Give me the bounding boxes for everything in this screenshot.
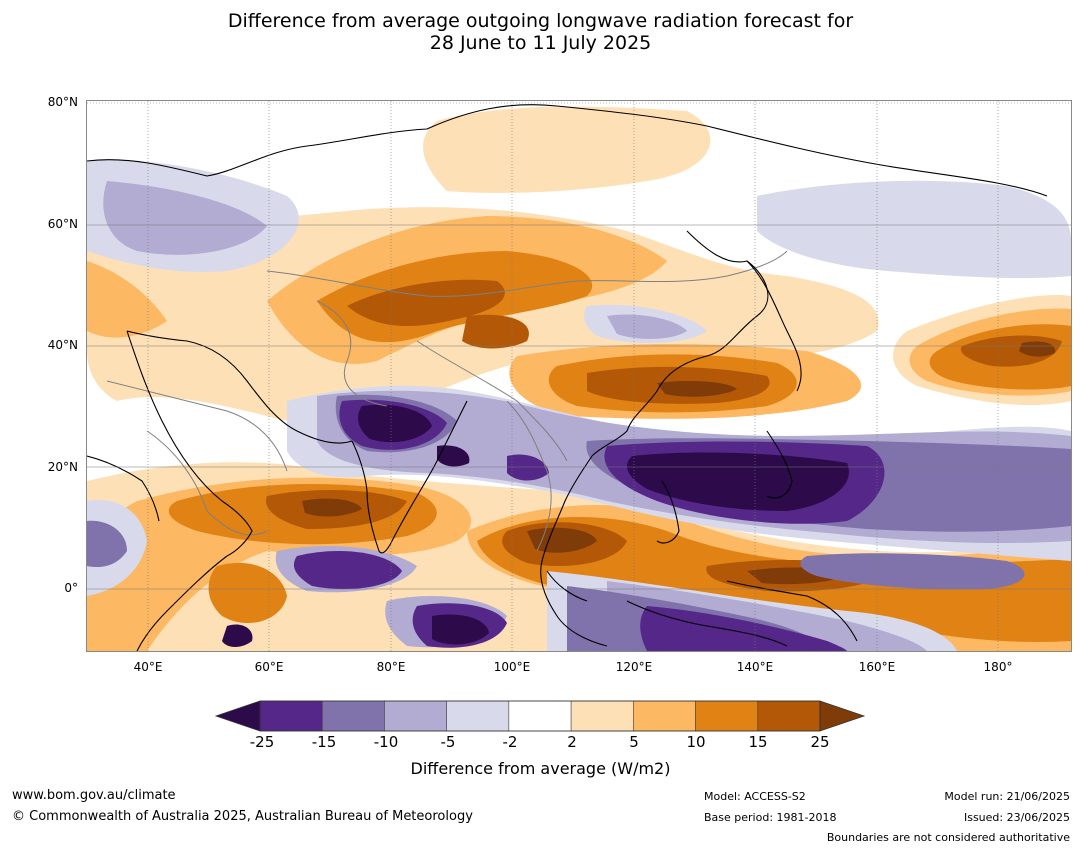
lat-label-60n: 60°N (47, 217, 78, 231)
colorbar-bin (757, 700, 821, 732)
colorbar-bin (508, 700, 572, 732)
cb-tick-minus-25: -25 (249, 733, 275, 751)
lon-label-60e: 60°E (254, 660, 284, 674)
lon-label-160e: 160°E (858, 660, 896, 674)
colorbar-segments (214, 700, 866, 732)
lon-label-180: 180° (983, 660, 1013, 674)
cb-tick-minus-10: -10 (373, 733, 399, 751)
colorbar-title: Difference from average (W/m2) (410, 759, 671, 778)
lat-label-20n: 20°N (47, 460, 78, 474)
model-name: Model: ACCESS-S2 (704, 790, 806, 803)
lon-label-40e: 40°E (133, 660, 163, 674)
colorbar-bin (446, 700, 510, 732)
map-title: Difference from average outgoing longwav… (0, 10, 1081, 54)
lat-label-40n: 40°N (47, 338, 78, 352)
cb-tick-25: 25 (810, 733, 830, 751)
colorbar-extend-low (214, 700, 261, 732)
lon-label-100e: 100°E (493, 660, 531, 674)
coastlines (87, 104, 1048, 651)
cb-tick-15: 15 (748, 733, 768, 751)
lat-label-80n: 80°N (47, 95, 78, 109)
colorbar-bin (384, 700, 447, 732)
title-line-2: 28 June to 11 July 2025 (429, 32, 652, 54)
colorbar-extend-high (819, 700, 866, 732)
lon-label-140e: 140°E (736, 660, 774, 674)
colorbar-bin (321, 700, 385, 732)
cb-tick-10: 10 (686, 733, 706, 751)
lat-label-equator: 0° (64, 581, 78, 595)
website-link[interactable]: www.bom.gov.au/climate (12, 788, 176, 803)
boundaries-disclaimer: Boundaries are not considered authoritat… (826, 831, 1070, 844)
copyright-text: © Commonwealth of Australia 2025, Austra… (12, 809, 473, 824)
lon-label-80e: 80°E (376, 660, 406, 674)
graticule (87, 101, 1071, 651)
country-boundaries (106, 250, 788, 552)
model-run-date: Model run: 21/06/2025 (944, 790, 1070, 803)
colorbar-bin (259, 700, 323, 732)
map-canvas (87, 101, 1071, 651)
colorbar (214, 700, 866, 732)
olr-anomaly-map (86, 100, 1072, 652)
cb-tick-5: 5 (629, 733, 639, 751)
base-period: Base period: 1981-2018 (704, 811, 837, 824)
colorbar-bin (570, 700, 634, 732)
lon-label-120e: 120°E (615, 660, 653, 674)
issued-date: Issued: 23/06/2025 (963, 811, 1070, 824)
title-line-1: Difference from average outgoing longwav… (227, 10, 854, 32)
colorbar-outline (259, 700, 821, 732)
colorbar-bin (633, 700, 696, 732)
cb-tick-minus-5: -5 (440, 733, 456, 751)
colorbar-bin (695, 700, 759, 732)
cb-tick-minus-15: -15 (311, 733, 337, 751)
cb-tick-2: 2 (567, 733, 577, 751)
cb-tick-minus-2: -2 (502, 733, 518, 751)
